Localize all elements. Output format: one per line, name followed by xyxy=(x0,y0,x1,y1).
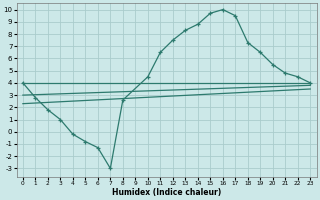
X-axis label: Humidex (Indice chaleur): Humidex (Indice chaleur) xyxy=(112,188,221,197)
